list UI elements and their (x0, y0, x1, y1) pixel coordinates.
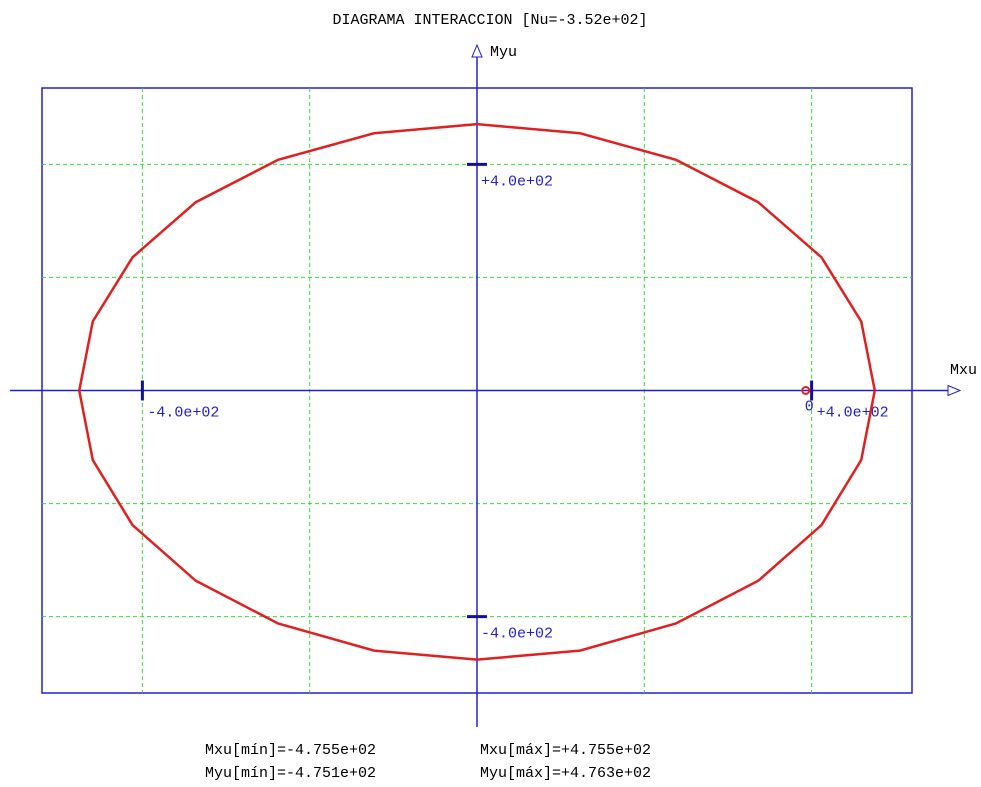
y-tick-label: +4.0e+02 (481, 173, 553, 190)
x-axis-label: Mxu (950, 362, 977, 379)
current-point (801, 386, 811, 395)
x-tick-label: +4.0e+02 (817, 404, 889, 421)
series-line (77, 122, 877, 661)
chart-title: DIAGRAMA INTERACCION [Nu=-3.52e+02] (332, 12, 647, 29)
annotation: Myu[máx]=+4.763e+02 (480, 765, 651, 782)
annotation: Myu[mín]=-4.751e+02 (205, 765, 376, 782)
y-axis-label: Myu (490, 44, 517, 61)
point-label: 0 (805, 398, 814, 415)
y-tick-label: -4.0e+02 (481, 626, 553, 643)
annotation: Mxu[máx]=+4.755e+02 (480, 742, 651, 759)
x-tick-label: -4.0e+02 (147, 404, 219, 421)
annotation: Mxu[mín]=-4.755e+02 (205, 742, 376, 759)
x-axis-arrow (947, 384, 962, 397)
y-axis-arrow (471, 43, 483, 58)
